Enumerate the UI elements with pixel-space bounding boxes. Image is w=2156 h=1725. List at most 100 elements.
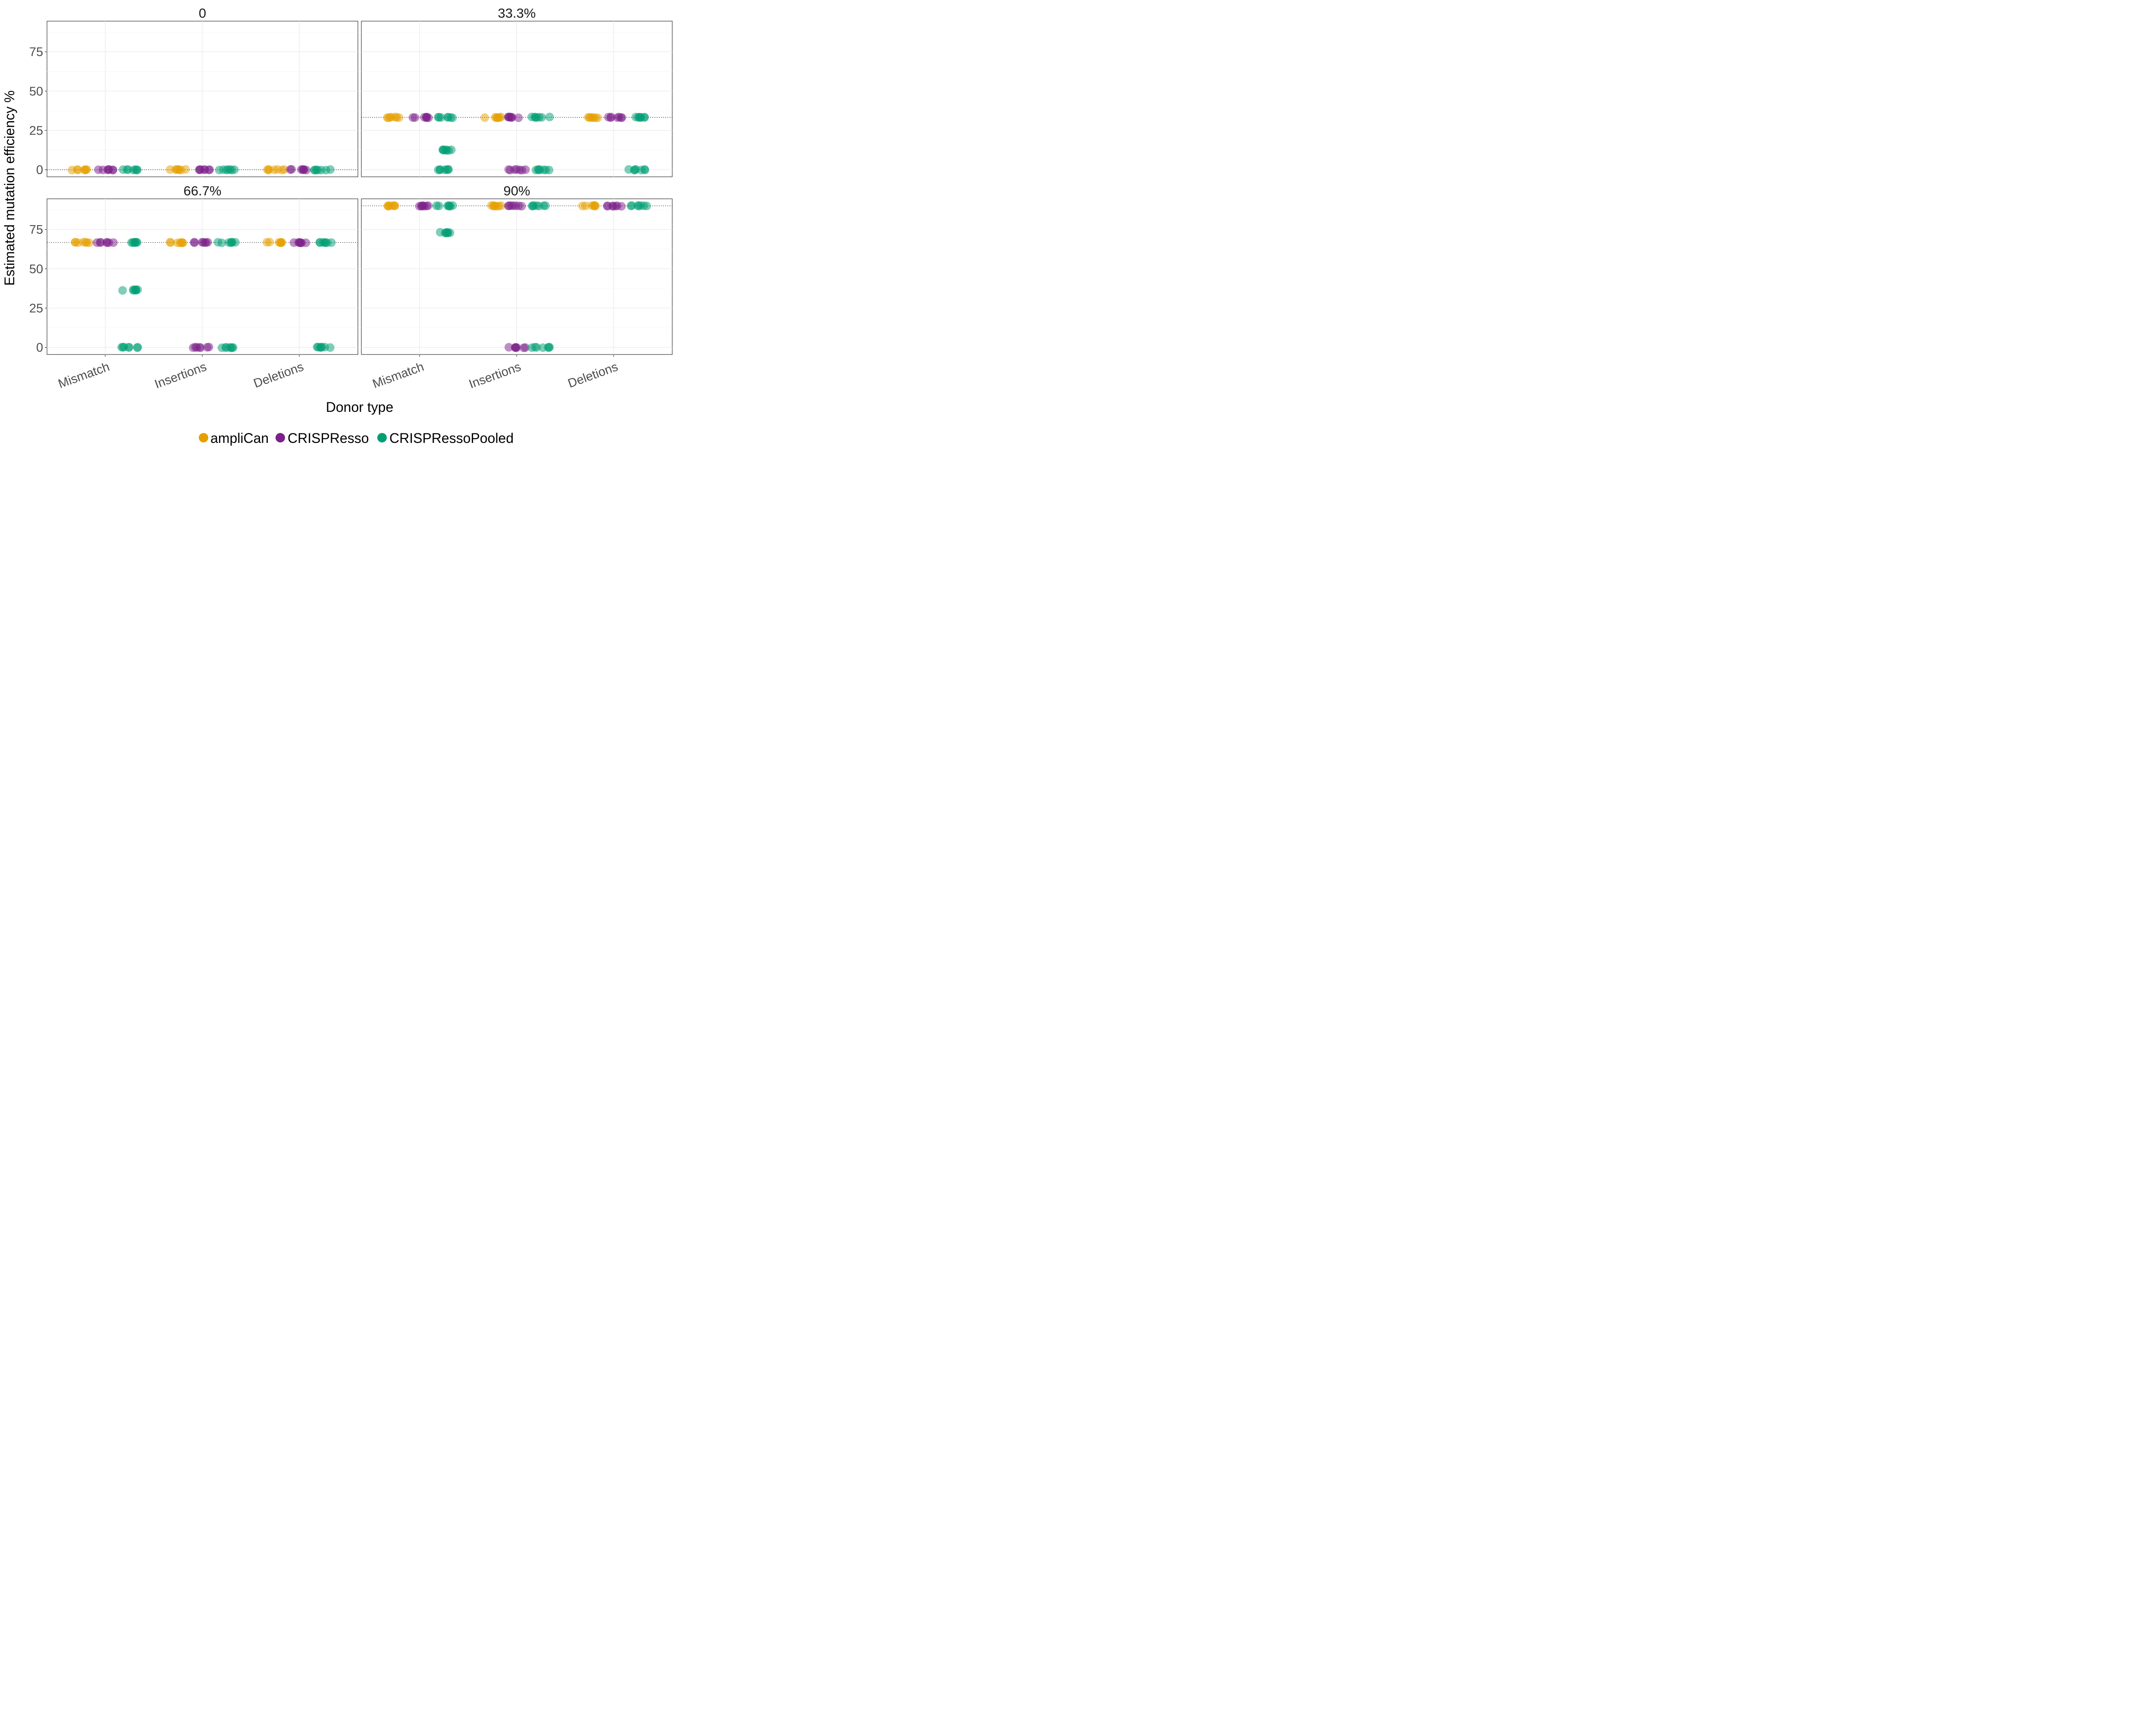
data-point <box>593 113 602 122</box>
data-point <box>298 165 307 174</box>
data-point <box>203 343 212 352</box>
data-point <box>527 113 536 122</box>
data-point <box>587 201 596 210</box>
data-point <box>129 166 138 175</box>
data-point <box>265 238 274 247</box>
data-point <box>533 165 542 174</box>
data-point <box>514 113 523 122</box>
data-point <box>200 165 209 174</box>
data-point <box>444 165 453 174</box>
x-tick-label: Deletions <box>566 360 620 391</box>
data-point <box>295 238 304 247</box>
facet-title: 33.3% <box>498 6 536 21</box>
x-tick-label: Mismatch <box>56 360 112 392</box>
data-point <box>584 113 593 122</box>
data-point <box>634 202 643 210</box>
data-point <box>217 238 226 248</box>
x-tick-label: Insertions <box>153 360 208 392</box>
facet-panel: 90% <box>361 183 673 355</box>
data-point <box>196 343 205 352</box>
x-axis-title: Donor type <box>326 399 394 415</box>
data-point <box>423 201 432 210</box>
data-point <box>422 113 431 122</box>
data-point <box>103 238 112 247</box>
legend-item: CRISPRessoPooled <box>377 430 514 446</box>
y-tick-label: 50 <box>29 262 43 276</box>
legend-item: ampliCan <box>199 430 269 446</box>
legend-label: CRISPRessoPooled <box>389 430 514 446</box>
data-point <box>313 166 322 175</box>
data-point <box>166 238 175 247</box>
data-point <box>118 286 127 295</box>
data-point <box>624 165 633 174</box>
data-point <box>73 166 82 175</box>
data-point <box>411 113 420 122</box>
data-point <box>521 343 530 352</box>
data-point <box>617 113 626 122</box>
panels-layer: 0 33.3% 66.7% 90% <box>47 6 673 355</box>
data-point <box>264 166 273 175</box>
data-point <box>313 342 322 351</box>
data-point <box>445 201 454 210</box>
data-point <box>278 166 287 175</box>
data-point <box>445 228 454 237</box>
data-point <box>627 201 636 210</box>
legend-swatch <box>377 433 387 442</box>
x-tick-label: Deletions <box>252 360 306 391</box>
data-point <box>637 166 646 175</box>
data-point <box>480 113 489 122</box>
data-point <box>391 113 400 122</box>
data-point <box>436 165 445 174</box>
y-tick-label: 50 <box>29 85 43 98</box>
data-point <box>541 201 550 210</box>
data-point <box>276 238 285 247</box>
data-point <box>506 166 515 175</box>
y-tick-label: 75 <box>29 223 43 237</box>
data-point <box>512 165 521 174</box>
y-tick-label: 75 <box>29 45 43 59</box>
data-point <box>505 343 514 352</box>
data-point <box>133 285 142 294</box>
facet-panel: 66.7% <box>47 183 358 355</box>
data-point <box>320 238 329 247</box>
data-point <box>635 113 644 122</box>
data-point <box>448 113 457 122</box>
legend-swatch <box>276 433 285 442</box>
data-point <box>103 165 112 174</box>
facet-title: 66.7% <box>184 183 222 198</box>
data-point <box>326 343 335 352</box>
data-point <box>535 113 544 122</box>
data-point <box>81 238 90 247</box>
faceted-strip-chart: 0 33.3% 66.7% 90% 0 25 50 75 0 25 50 75 Mismatch In… <box>2 6 673 446</box>
legend-label: ampliCan <box>210 430 269 446</box>
y-axis-layer: 0 25 50 75 0 25 50 75 <box>29 45 47 355</box>
data-point <box>174 165 183 174</box>
data-point <box>321 166 330 175</box>
data-point <box>227 166 236 175</box>
facet-title: 90% <box>503 183 530 198</box>
y-tick-label: 0 <box>36 163 43 177</box>
data-point <box>118 343 127 352</box>
y-tick-label: 25 <box>29 124 43 138</box>
data-point <box>532 343 541 352</box>
data-point <box>508 113 517 122</box>
data-point <box>189 343 198 352</box>
data-point <box>287 165 296 174</box>
data-point <box>327 238 336 247</box>
data-point <box>642 201 651 210</box>
data-point <box>604 113 613 122</box>
legend-label: CRISPResso <box>288 430 369 446</box>
data-point <box>581 201 590 210</box>
data-point <box>179 238 188 248</box>
y-tick-label: 25 <box>29 301 43 315</box>
data-point <box>545 113 554 122</box>
legend: ampliCan CRISPResso CRISPRessoPooled <box>199 430 514 446</box>
legend-item: CRISPResso <box>276 430 369 446</box>
data-point <box>511 343 520 352</box>
data-point <box>82 165 91 174</box>
data-point <box>532 201 541 210</box>
y-tick-label: 0 <box>36 341 43 355</box>
data-point <box>96 238 105 247</box>
data-point <box>133 343 142 352</box>
data-point <box>94 165 103 174</box>
